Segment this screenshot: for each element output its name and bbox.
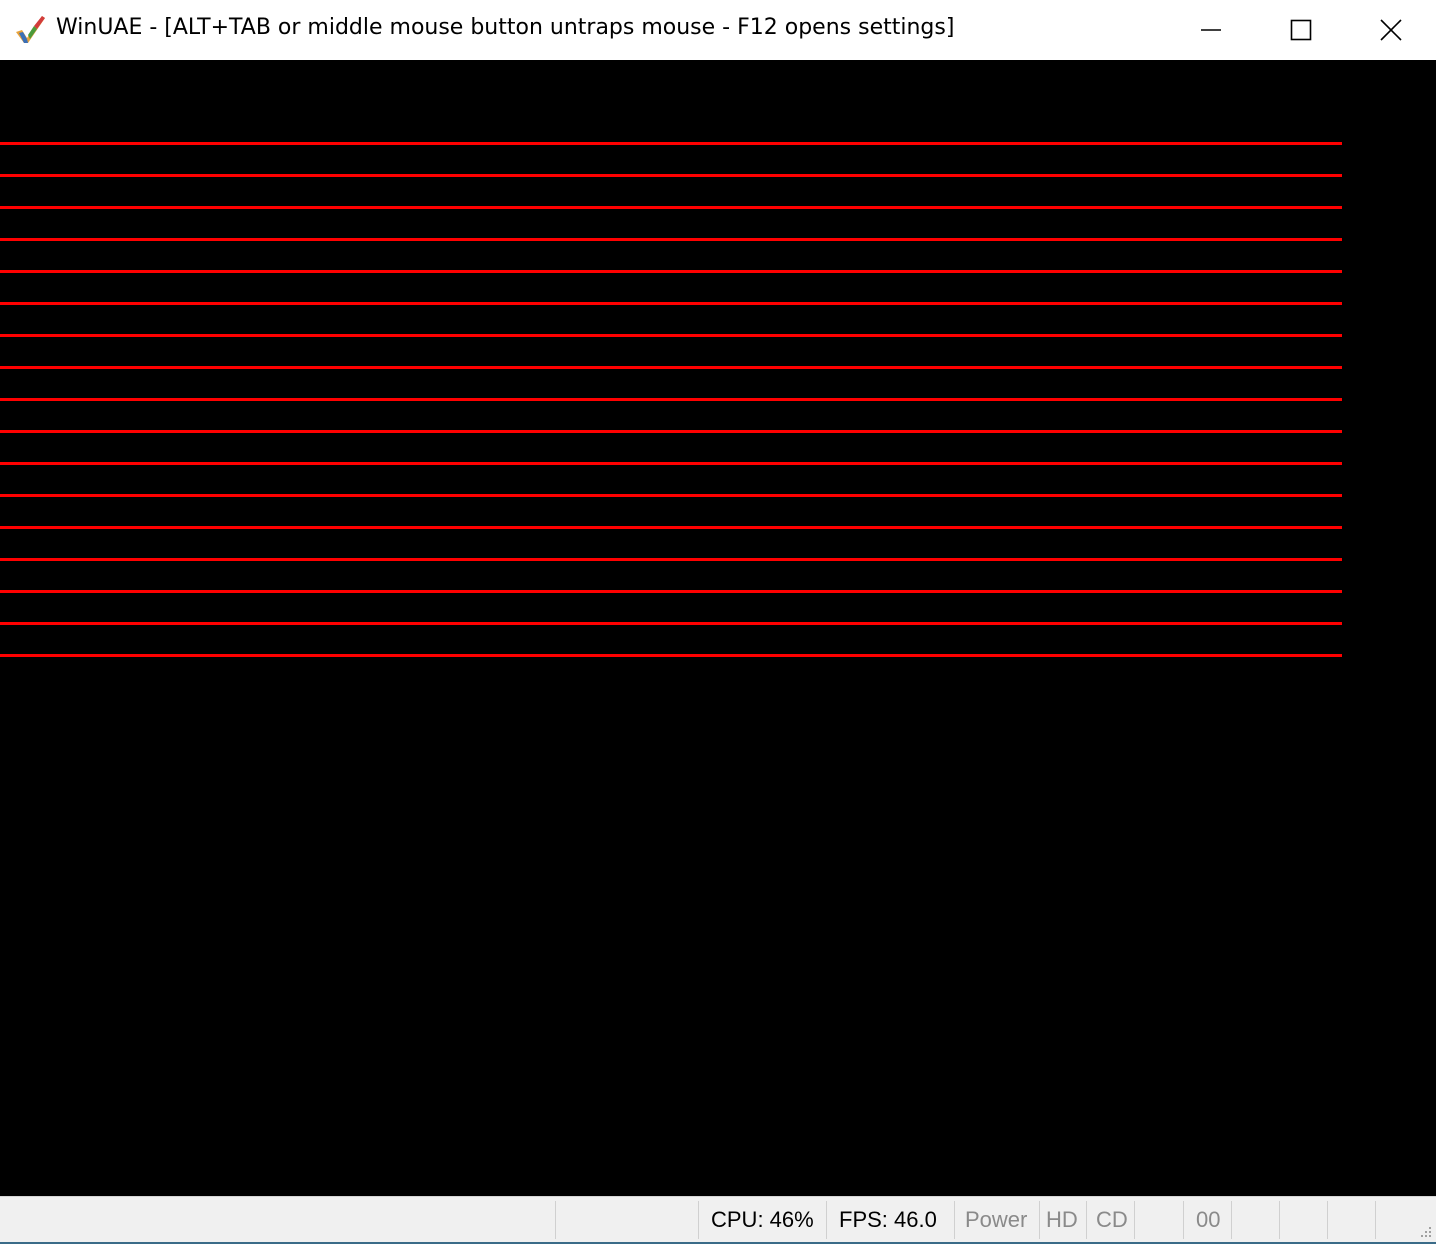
red-scanline (0, 270, 1342, 273)
close-icon (1380, 19, 1402, 41)
minimize-button[interactable] (1166, 0, 1256, 60)
power-led: Power (954, 1201, 1039, 1239)
red-scanline (0, 142, 1342, 145)
minimize-icon (1201, 29, 1221, 31)
cd-led: CD (1086, 1201, 1134, 1239)
status-empty-cell (555, 1201, 698, 1239)
drive-led-empty (1279, 1201, 1327, 1239)
drive-led-empty (1327, 1201, 1375, 1239)
cpu-usage: CPU: 46% (698, 1201, 826, 1239)
red-scanline (0, 238, 1342, 241)
red-scanline (0, 366, 1342, 369)
red-scanline (0, 174, 1342, 177)
red-scanline (0, 526, 1342, 529)
red-scanline (0, 398, 1342, 401)
red-scanline (0, 430, 1342, 433)
fps-counter: FPS: 46.0 (826, 1201, 954, 1239)
drive-led-empty (1375, 1201, 1436, 1239)
maximize-button[interactable] (1256, 0, 1346, 60)
red-scanline (0, 622, 1342, 625)
emulator-display[interactable] (0, 60, 1436, 1196)
maximize-icon (1290, 19, 1312, 41)
red-scanline (0, 558, 1342, 561)
drive-led-empty (1231, 1201, 1279, 1239)
title-bar[interactable]: WinUAE - [ALT+TAB or middle mouse button… (0, 0, 1436, 60)
red-scanline (0, 494, 1342, 497)
red-scanline (0, 302, 1342, 305)
close-button[interactable] (1346, 0, 1436, 60)
statusbar-bottom-border (0, 1242, 1436, 1244)
window-title: WinUAE - [ALT+TAB or middle mouse button… (56, 15, 955, 40)
drive-track-counter: 00 (1183, 1201, 1231, 1239)
resize-grip-icon[interactable] (1418, 1224, 1432, 1238)
winuae-checkmark-icon (16, 16, 45, 43)
red-scanline (0, 206, 1342, 209)
red-scanline (0, 462, 1342, 465)
red-scanline (0, 654, 1342, 657)
status-message-cell (0, 1201, 555, 1239)
red-scanline (0, 334, 1342, 337)
status-bar: CPU: 46% FPS: 46.0 Power HD CD 00 (0, 1196, 1436, 1244)
hd-led: HD (1039, 1201, 1086, 1239)
red-scanline (0, 590, 1342, 593)
drive-led-empty (1134, 1201, 1183, 1239)
